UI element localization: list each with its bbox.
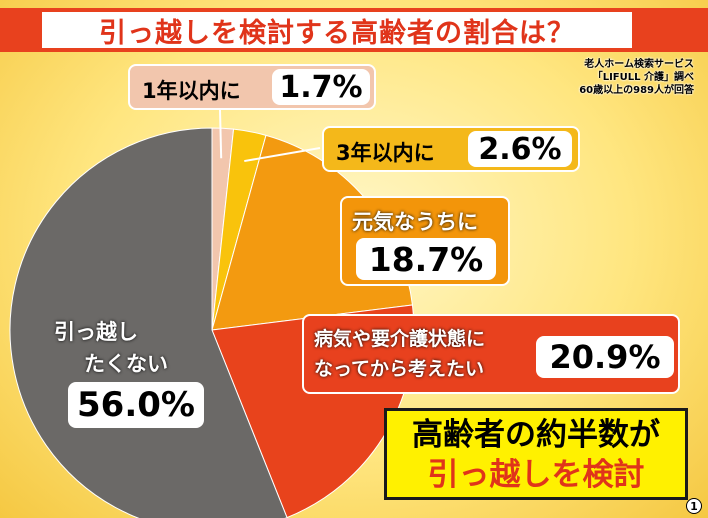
slice-label-no-move: 引っ越し たくない 56.0% — [54, 316, 204, 436]
leader-line-1year — [219, 109, 223, 159]
value-illness: 20.9% — [536, 336, 674, 378]
slice-label-illness: 病気や要介護状態に なってから考えたい 20.9% — [302, 314, 680, 394]
summary-callout: 高齢者の約半数が 引っ越しを検討 — [384, 408, 688, 500]
label-healthy-text: 元気なうちに — [352, 210, 478, 234]
label-illness-line2: なってから考えたい — [314, 358, 485, 380]
slice-label-1year: 1年以内に 1.7% — [128, 64, 376, 110]
label-illness-line1: 病気や要介護状態に — [314, 328, 486, 350]
slice-label-healthy: 元気なうちに 18.7% — [340, 196, 510, 286]
value-1year: 1.7% — [272, 69, 370, 105]
label-no-move-text: 引っ越し たくない — [54, 316, 168, 380]
callout-line-2: 引っ越しを検討 — [427, 457, 645, 493]
callout-line-1: 高齢者の約半数が — [412, 417, 660, 453]
label-3year-text: 3年以内に — [336, 141, 435, 165]
value-healthy: 18.7% — [356, 238, 496, 280]
leader-line-3year — [244, 147, 321, 163]
page-title: 引っ越しを検討する高齢者の割合は？ — [42, 12, 632, 49]
source-line-3: 60歳以上の989人が回答 — [579, 85, 694, 96]
value-no-move: 56.0% — [68, 382, 204, 428]
source-line-1: 老人ホーム検索サービス — [584, 59, 694, 70]
label-no-move-line1: 引っ越し — [54, 320, 138, 344]
source-line-2: 「LIFULL 介護」調べ — [592, 72, 694, 83]
label-1year-text: 1年以内に — [142, 79, 241, 103]
slice-label-3year: 3年以内に 2.6% — [322, 126, 580, 172]
label-illness-text: 病気や要介護状態に なってから考えたい — [314, 324, 485, 384]
label-no-move-line2: たくない — [84, 352, 168, 376]
value-3year: 2.6% — [468, 131, 572, 167]
page-number-badge: 1 — [686, 498, 702, 514]
source-note: 老人ホーム検索サービス 「LIFULL 介護」調べ 60歳以上の989人が回答 — [579, 58, 694, 97]
